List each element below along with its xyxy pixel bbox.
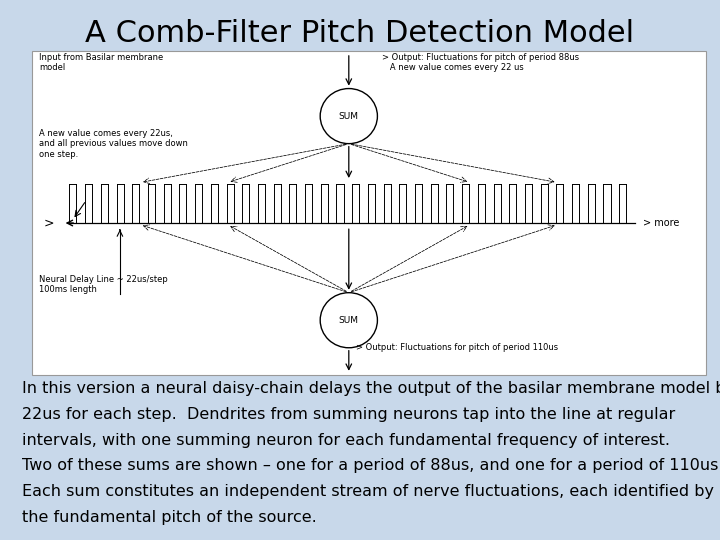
Text: In this version a neural daisy-chain delays the output of the basilar membrane m: In this version a neural daisy-chain del… (22, 381, 720, 396)
Text: > Output: Fluctuations for pitch of period 88us
   A new value comes every 22 us: > Output: Fluctuations for pitch of peri… (382, 53, 580, 72)
Text: the fundamental pitch of the source.: the fundamental pitch of the source. (22, 510, 316, 525)
Text: Each sum constitutes an independent stream of nerve fluctuations, each identifie: Each sum constitutes an independent stre… (22, 484, 714, 500)
Text: >: > (44, 217, 55, 230)
Text: > more: > more (643, 218, 680, 228)
Text: A new value comes every 22us,
and all previous values move down
one step.: A new value comes every 22us, and all pr… (39, 129, 188, 159)
Text: A Comb-Filter Pitch Detection Model: A Comb-Filter Pitch Detection Model (86, 19, 634, 48)
Text: Two of these sums are shown – one for a period of 88us, and one for a period of : Two of these sums are shown – one for a … (22, 458, 720, 474)
Text: SUM: SUM (339, 112, 359, 120)
Text: SUM: SUM (339, 316, 359, 325)
Text: Input from Basilar membrane
model: Input from Basilar membrane model (39, 53, 163, 72)
Text: Neural Delay Line ~ 22us/step
100ms length: Neural Delay Line ~ 22us/step 100ms leng… (39, 275, 168, 294)
Text: > Output: Fluctuations for pitch of period 110us: > Output: Fluctuations for pitch of peri… (356, 343, 558, 352)
Bar (32, 51, 706, 375)
Text: intervals, with one summing neuron for each fundamental frequency of interest.: intervals, with one summing neuron for e… (22, 433, 670, 448)
Text: 22us for each step.  Dendrites from summing neurons tap into the line at regular: 22us for each step. Dendrites from summi… (22, 407, 675, 422)
